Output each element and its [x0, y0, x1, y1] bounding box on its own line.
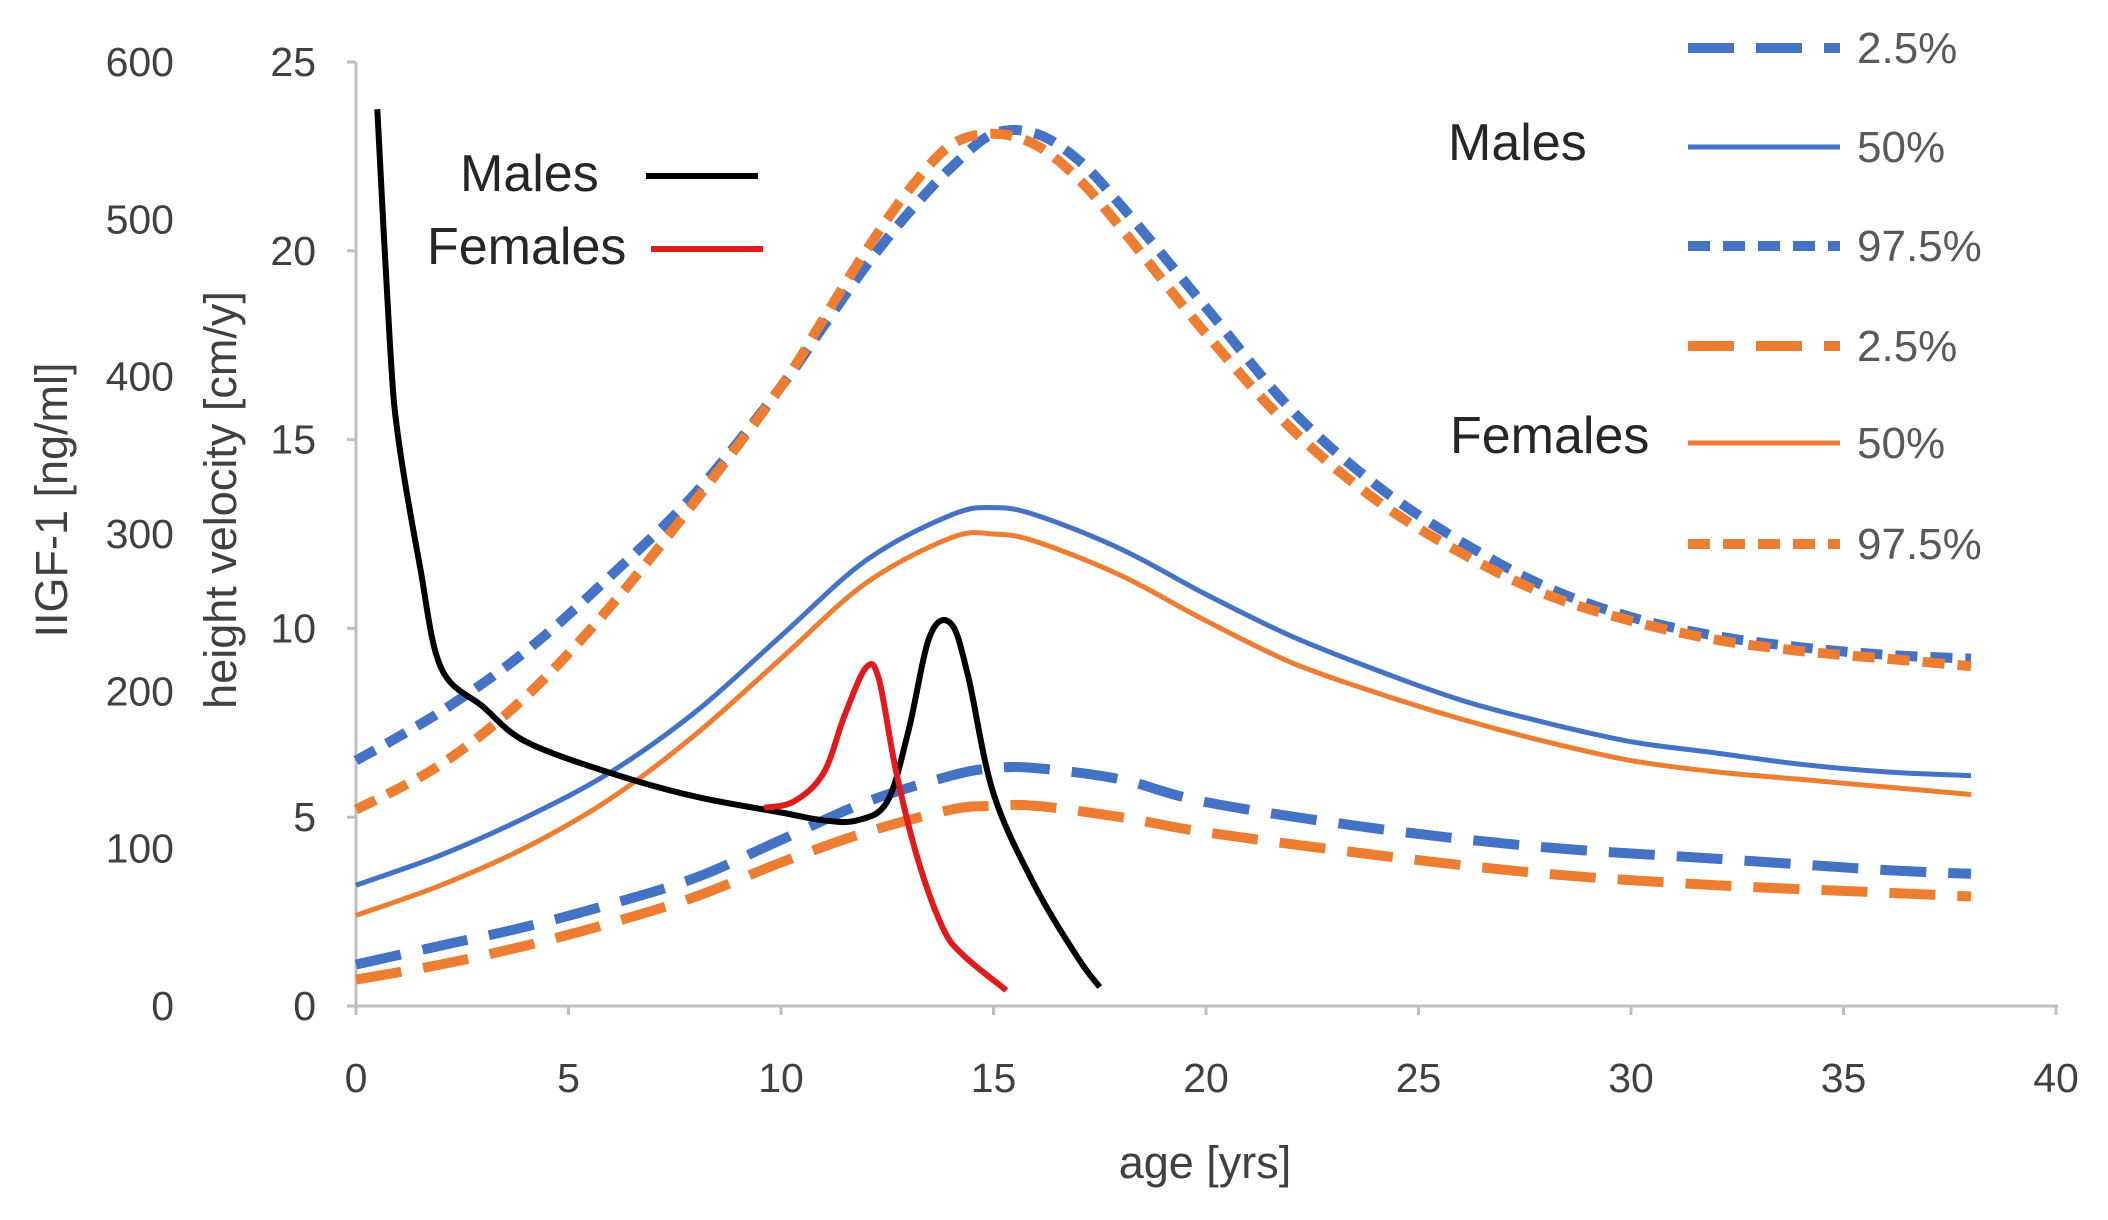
y-right-tick-label: 10: [270, 605, 316, 651]
legend-label-blue: 2.5%: [1857, 24, 1957, 73]
x-tick-labels: 0 5 10 15 20 25 30 35 40: [345, 1055, 2079, 1101]
velocity-legend-items: 2.5% 50% 97.5% 2.5% 50% 97.5%: [1688, 24, 1982, 569]
series-igf-1-females: [763, 661, 1009, 993]
y-right-tick-label: 20: [270, 228, 316, 274]
series-males-2-5: [354, 761, 1972, 970]
y-right-tick-label: 0: [293, 983, 316, 1029]
series-females-2-5: [355, 799, 1972, 985]
x-tick-label: 40: [2033, 1055, 2079, 1101]
y-right-axis-title: height velocity [cm/y]: [195, 291, 246, 709]
legend-group-males: Males: [1448, 114, 1587, 172]
x-tick-label: 30: [1608, 1055, 1654, 1101]
velocity-legend: Males Females 2.5% 50% 97.5% 2.5% 50% 97.5%: [1448, 24, 1982, 569]
y-right-tick-label: 25: [270, 39, 316, 85]
x-tick-label: 10: [758, 1055, 804, 1101]
series-males-97-5: [353, 124, 1972, 765]
x-axis-title: age [yrs]: [1119, 1137, 1292, 1188]
x-tick-label: 5: [557, 1055, 580, 1101]
x-tick-label: 15: [971, 1055, 1017, 1101]
legend-group-females: Females: [1450, 407, 1649, 465]
series-males-50: [355, 505, 1972, 888]
legend-label-orange: 2.5%: [1857, 322, 1957, 371]
x-tick-label: 0: [345, 1055, 368, 1101]
y-left-tick-label: 200: [106, 668, 174, 714]
y-right-tick-label: 5: [293, 794, 316, 840]
y-left-tick-label: 600: [106, 39, 174, 85]
series-females-50: [355, 530, 1972, 918]
x-tick-label: 20: [1183, 1055, 1229, 1101]
tick-marks: [347, 60, 2058, 1015]
series-layer: [353, 109, 1972, 993]
legend-label-orange: 97.5%: [1857, 520, 1982, 569]
legend-label-orange: 50%: [1857, 419, 1945, 468]
series-igf-1-males: [374, 109, 1103, 989]
igf-legend-females-label: Females: [427, 218, 626, 276]
y-left-tick-label: 300: [106, 511, 174, 557]
x-tick-label: 25: [1396, 1055, 1442, 1101]
y-left-tick-label: 100: [106, 826, 174, 872]
legend-label-blue: 97.5%: [1857, 222, 1982, 271]
y-right-tick-label: 15: [270, 417, 316, 463]
igf-legend-males-label: Males: [460, 145, 599, 203]
y-left-tick-labels: 0 100 200 300 400 500 600: [106, 39, 174, 1029]
y-left-axis-title: IIGF-1 [ng/ml]: [26, 362, 77, 637]
y-left-tick-label: 500: [106, 196, 174, 242]
series-females-97-5: [353, 128, 1972, 815]
y-left-tick-label: 400: [106, 354, 174, 400]
y-left-tick-label: 0: [151, 983, 174, 1029]
y-right-tick-labels: 0 5 10 15 20 25: [270, 39, 316, 1029]
igf-legend: Males Females: [427, 145, 763, 276]
legend-label-blue: 50%: [1857, 123, 1945, 172]
x-tick-label: 35: [1821, 1055, 1867, 1101]
